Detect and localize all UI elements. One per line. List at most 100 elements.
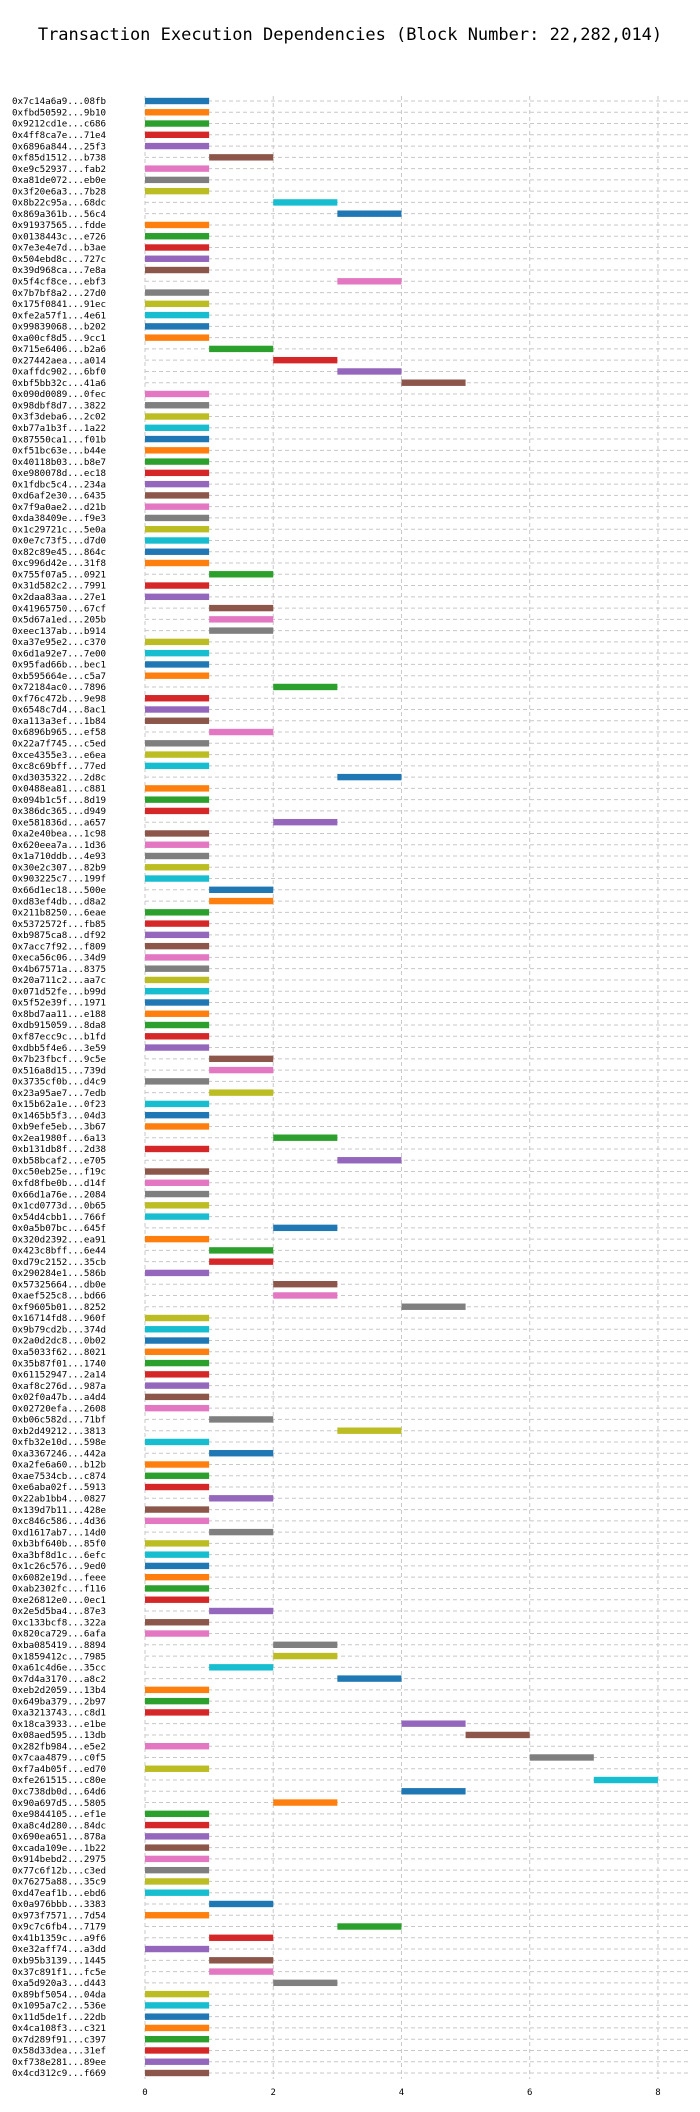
transaction-bar <box>145 1033 210 1040</box>
transaction-label: 0x57325664...db0e <box>12 1279 106 1290</box>
transaction-bar <box>209 1258 274 1265</box>
transaction-label: 0x973f7571...7d54 <box>12 1910 107 1921</box>
transaction-bar <box>145 1359 210 1367</box>
transaction-bar <box>145 334 210 341</box>
transaction-bar <box>145 1630 210 1637</box>
transaction-label: 0xb58bcaf2...e705 <box>12 1155 106 1166</box>
transaction-label: 0xdb915059...8da8 <box>12 1020 106 1031</box>
transaction-bar <box>145 1348 210 1356</box>
transaction-label: 0xa81de072...eb0e <box>12 175 106 186</box>
transaction-label: 0xa3213743...c8d1 <box>12 1708 106 1719</box>
transaction-bar <box>145 649 210 657</box>
transaction-bar <box>145 942 210 950</box>
transaction-bar <box>337 278 402 285</box>
transaction-label: 0x7b23fbcf...9c5e <box>12 1054 106 1065</box>
transaction-label: 0x071d52fe...b99d <box>12 986 106 997</box>
transaction-label: 0x6082e19d...feee <box>12 1572 106 1583</box>
transaction-bar <box>209 627 274 634</box>
transaction-bar <box>145 638 210 646</box>
transaction-label: 0x8bd7aa11...e188 <box>12 1009 106 1020</box>
x-tick-label: 0 <box>142 2088 147 2098</box>
transaction-bar <box>145 807 210 815</box>
transaction-bar <box>145 931 210 939</box>
transaction-label: 0x30e2c307...82b9 <box>12 862 106 873</box>
transaction-label: 0xd3035322...2d8c <box>12 772 106 783</box>
transaction-label: 0x6548c7d4...8ac1 <box>12 705 106 716</box>
transaction-label: 0xc50eb25e...f19c <box>12 1167 106 1178</box>
transaction-label: 0x95fad66b...bec1 <box>12 660 106 671</box>
transaction-bar <box>209 886 274 893</box>
transaction-label: 0xa8c4d280...84dc <box>12 1820 106 1831</box>
transaction-label: 0x7c14a6a9...08fb <box>12 96 106 107</box>
transaction-label: 0xa61c4d6e...35cc <box>12 1663 106 1674</box>
transaction-label: 0x090d0089...0fec <box>12 389 106 400</box>
transaction-bar <box>209 1495 274 1502</box>
transaction-bar <box>145 1190 210 1198</box>
transaction-label: 0x23a95ae7...7edb <box>12 1088 106 1099</box>
transaction-label: 0x690ea651...878a <box>12 1832 106 1843</box>
transaction-label: 0x7d289f91...c397 <box>12 2034 106 2045</box>
transaction-bar <box>145 1044 210 1051</box>
transaction-label: 0x8b22c95a...68dc <box>12 198 106 209</box>
transaction-label: 0x11d5de1f...22db <box>12 2012 106 2023</box>
transaction-bar <box>145 1269 210 1277</box>
transaction-label: 0x90a697d5...5805 <box>12 1798 106 1809</box>
transaction-label: 0x4b67571a...8375 <box>12 964 106 975</box>
transaction-bar <box>145 1314 210 1322</box>
transaction-bar <box>145 1100 210 1108</box>
transaction-bar <box>145 1562 210 1570</box>
transaction-label: 0xf76c472b...9e98 <box>12 693 106 704</box>
transaction-label: 0x08aed595...13db <box>12 1730 106 1741</box>
transaction-label: 0x7acc7f92...f809 <box>12 941 106 952</box>
transaction-label: 0x40118b03...b8e7 <box>12 457 106 468</box>
transaction-label: 0xfe261515...c80e <box>12 1775 106 1786</box>
transaction-label: 0xc846c586...4d36 <box>12 1516 106 1527</box>
transaction-label: 0xe9844105...ef1e <box>12 1809 106 1820</box>
transaction-label: 0x91937565...fdde <box>12 220 106 231</box>
transaction-bar <box>145 233 210 240</box>
transaction-label: 0x76275a88...35c9 <box>12 1877 106 1888</box>
transaction-label: 0xaf8c276d...987a <box>12 1381 106 1392</box>
transaction-bar <box>145 976 210 984</box>
transaction-bar <box>273 1799 338 1806</box>
transaction-bar <box>145 1697 210 1705</box>
transaction-label: 0xda38409e...f9e3 <box>12 513 106 524</box>
transaction-bar <box>145 187 210 195</box>
transaction-bar <box>145 1686 210 1694</box>
transaction-bar <box>337 1157 402 1164</box>
transaction-label: 0x66d1a76e...2084 <box>12 1189 107 1200</box>
transaction-label: 0x22a7f745...c5ed <box>12 739 106 750</box>
transaction-label: 0xae7534cb...c874 <box>12 1471 107 1482</box>
transaction-bar <box>273 1641 338 1648</box>
transaction-bar <box>145 582 210 589</box>
transaction-bar <box>145 1168 210 1175</box>
transaction-bar <box>401 1788 466 1795</box>
transaction-bar <box>145 954 210 961</box>
transaction-bar <box>145 97 210 105</box>
transaction-bar <box>209 345 274 353</box>
transaction-bar <box>145 1596 210 1603</box>
transaction-label: 0x1a710ddb...4e93 <box>12 851 106 862</box>
transaction-label: 0xeb2d2059...13b4 <box>12 1685 107 1696</box>
transaction-bar <box>145 909 210 916</box>
transaction-bar <box>145 661 210 668</box>
transaction-bar <box>145 1078 210 1085</box>
transaction-bar <box>145 1821 210 1829</box>
transaction-label: 0x72184ac0...7896 <box>12 682 106 693</box>
transaction-bar <box>209 1089 274 1096</box>
transaction-label: 0x7caa4879...c0f5 <box>12 1753 106 1764</box>
transaction-label: 0x35b87f01...1740 <box>12 1358 106 1369</box>
x-tick-label: 8 <box>655 2088 660 2098</box>
transaction-label: 0x1cd0773d...0b65 <box>12 1201 106 1212</box>
transaction-bar <box>145 2047 210 2054</box>
x-tick-label: 2 <box>271 2088 276 2098</box>
transaction-bar <box>145 1021 210 1029</box>
transaction-bar <box>401 1303 466 1310</box>
transaction-bar <box>209 1957 274 1964</box>
transaction-bar <box>145 469 210 477</box>
transaction-label: 0x4ca108f3...c321 <box>12 2023 106 2034</box>
transaction-label: 0x0138443c...e726 <box>12 231 106 242</box>
transaction-bar <box>145 1878 210 1885</box>
transaction-bar <box>145 695 210 702</box>
